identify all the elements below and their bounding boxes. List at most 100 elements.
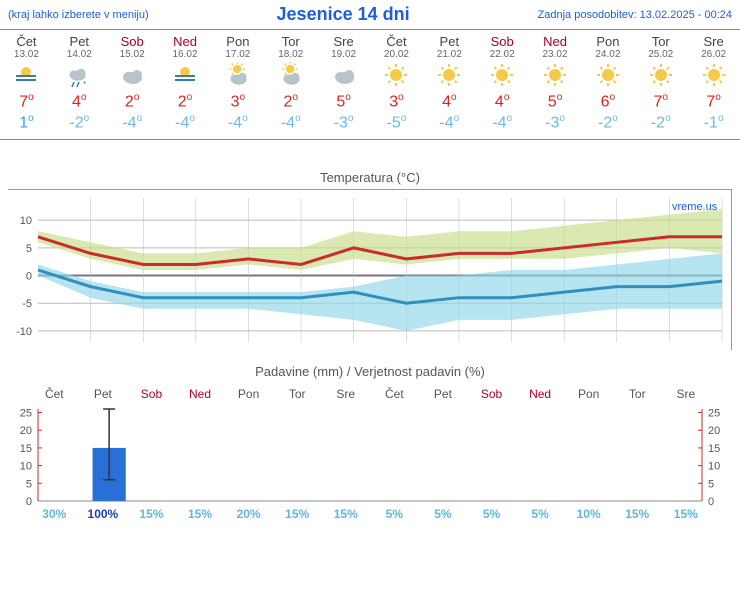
precip-day-labels: ČetPetSobNedPonTorSreČetPetSobNedPonTorS… [30, 383, 710, 405]
last-updated: Zadnja posodobitev: 13.02.2025 - 00:24 [538, 9, 732, 21]
forecast-day: Pon17.023o-4o [211, 30, 264, 139]
precip-probabilities: 30%100%15%15%20%15%15%5%5%5%5%10%15%15% [30, 505, 710, 523]
svg-text:25: 25 [708, 407, 720, 419]
forecast-strip: Čet13.027o1oPet14.02*4o-2oSob15.022o-4oN… [0, 29, 740, 140]
day-of-week: Pet [423, 34, 476, 49]
precip-chart: 00551010151520202525 [8, 405, 732, 505]
high-temp: 7o [0, 92, 53, 111]
high-temp: 3o [211, 92, 264, 111]
day-date: 19.02 [317, 49, 370, 60]
weather-icon [106, 62, 159, 88]
temp-chart-title: Temperatura (°C) [0, 170, 740, 185]
precip-probability: 5% [516, 505, 565, 523]
high-temp: 2o [264, 92, 317, 111]
svg-text:5: 5 [708, 478, 714, 490]
low-temp: -4o [264, 113, 317, 132]
precip-probability: 10% [564, 505, 613, 523]
forecast-day: Ned23.02 5o -3o [529, 30, 582, 139]
precip-probability: 20% [224, 505, 273, 523]
day-of-week: Sob [106, 34, 159, 49]
weather-icon [423, 62, 476, 88]
precip-day-label: Tor [613, 383, 662, 405]
precip-probability: 15% [662, 505, 711, 523]
svg-text:0: 0 [708, 496, 714, 505]
weather-icon: * [53, 62, 106, 88]
svg-text:20: 20 [20, 425, 32, 437]
weather-icon [0, 62, 53, 88]
forecast-day: Tor18.022o-4o [264, 30, 317, 139]
svg-text:-10: -10 [16, 326, 32, 338]
low-temp: -3o [317, 113, 370, 132]
day-date: 21.02 [423, 49, 476, 60]
precip-probability: 15% [613, 505, 662, 523]
low-temp: -2o [53, 113, 106, 132]
forecast-day: Čet13.027o1o [0, 30, 53, 139]
high-temp: 2o [159, 92, 212, 111]
low-temp: -1o [687, 113, 740, 132]
precip-probability: 15% [127, 505, 176, 523]
precip-day-label: Tor [273, 383, 322, 405]
low-temp: -4o [159, 113, 212, 132]
day-of-week: Pon [211, 34, 264, 49]
high-temp: 5o [529, 92, 582, 111]
precip-probability: 5% [467, 505, 516, 523]
day-date: 23.02 [529, 49, 582, 60]
precip-probability: 15% [321, 505, 370, 523]
forecast-day: Sob15.022o-4o [106, 30, 159, 139]
day-of-week: Sob [476, 34, 529, 49]
day-date: 20.02 [370, 49, 423, 60]
weather-icon [370, 62, 423, 88]
weather-icon [476, 62, 529, 88]
day-of-week: Sre [317, 34, 370, 49]
svg-text:*: * [83, 80, 86, 88]
day-date: 18.02 [264, 49, 317, 60]
svg-text:10: 10 [708, 460, 720, 472]
precip-day-label: Čet [30, 383, 79, 405]
forecast-day: Pet21.024o-4o [423, 30, 476, 139]
precip-day-label: Sob [127, 383, 176, 405]
precip-day-label: Pon [564, 383, 613, 405]
low-temp: -4o [423, 113, 476, 132]
day-of-week: Sre [687, 34, 740, 49]
forecast-day: Čet20.023o-5o [370, 30, 423, 139]
day-date: 26.02 [687, 49, 740, 60]
day-of-week: Ned [529, 34, 582, 49]
precip-day-label: Pet [419, 383, 468, 405]
svg-text:15: 15 [20, 443, 32, 455]
menu-hint[interactable]: (kraj lahko izberete v meniju) [8, 9, 149, 21]
weather-icon [264, 62, 317, 88]
day-date: 25.02 [634, 49, 687, 60]
weather-icon [634, 62, 687, 88]
low-temp: -2o [634, 113, 687, 132]
weather-icon [687, 62, 740, 88]
svg-text:20: 20 [708, 425, 720, 437]
precip-probability: 15% [273, 505, 322, 523]
precip-day-label: Ned [516, 383, 565, 405]
precip-probability: 5% [419, 505, 468, 523]
svg-text:5: 5 [26, 243, 32, 255]
day-date: 14.02 [53, 49, 106, 60]
day-date: 17.02 [211, 49, 264, 60]
precip-chart-title: Padavine (mm) / Verjetnost padavin (%) [0, 364, 740, 379]
high-temp: 5o [317, 92, 370, 111]
weather-icon [211, 62, 264, 88]
temp-chart: -10-50510vreme.us [8, 189, 732, 350]
high-temp: 7o [687, 92, 740, 111]
svg-text:5: 5 [26, 478, 32, 490]
svg-text:0: 0 [26, 496, 32, 505]
precip-day-label: Čet [370, 383, 419, 405]
day-of-week: Ned [159, 34, 212, 49]
svg-text:0: 0 [26, 270, 32, 282]
watermark: vreme.us [672, 201, 718, 213]
day-date: 13.02 [0, 49, 53, 60]
day-date: 15.02 [106, 49, 159, 60]
day-date: 22.02 [476, 49, 529, 60]
svg-text:15: 15 [708, 443, 720, 455]
low-temp: -2o [581, 113, 634, 132]
weather-icon [529, 62, 582, 88]
high-temp: 3o [370, 92, 423, 111]
svg-text:10: 10 [20, 460, 32, 472]
forecast-day: Pon24.026o-2o [581, 30, 634, 139]
precip-probability: 15% [176, 505, 225, 523]
low-temp: -3o [529, 113, 582, 132]
